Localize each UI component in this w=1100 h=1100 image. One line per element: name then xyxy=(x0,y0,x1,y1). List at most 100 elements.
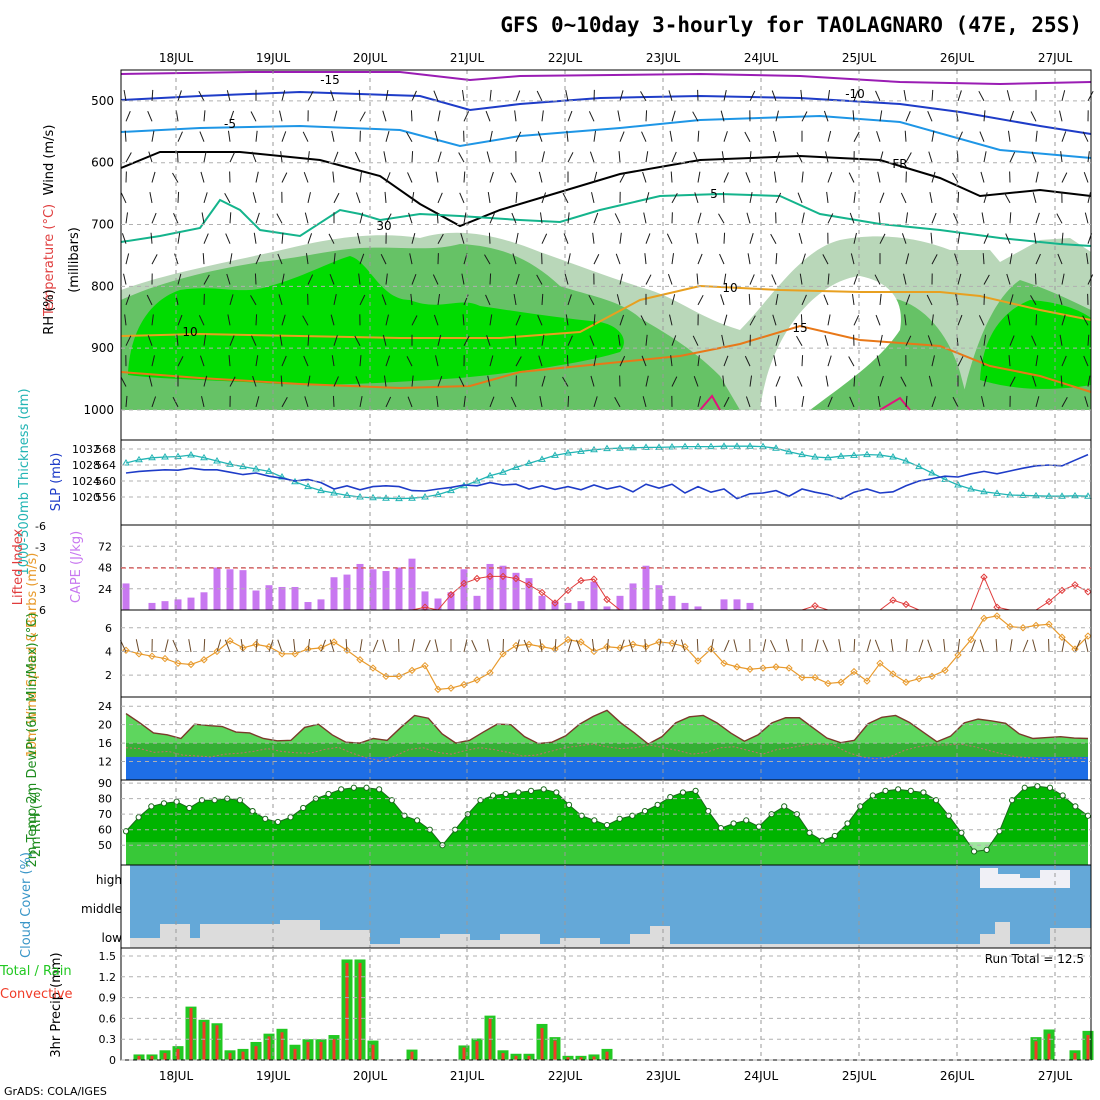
wind-barb xyxy=(619,314,625,326)
cape-bar xyxy=(681,602,689,610)
wind-barb xyxy=(203,233,209,244)
wind-barb xyxy=(359,212,364,224)
wind-speed-point xyxy=(564,635,572,644)
wind-speed-point xyxy=(629,640,637,649)
wind-barb xyxy=(983,375,988,387)
wind-barb xyxy=(670,355,673,367)
wind-barb xyxy=(411,151,414,163)
wind-barb xyxy=(900,192,907,204)
contour-20b xyxy=(879,396,911,411)
wind-speed-point xyxy=(824,679,832,688)
temp-tick-label: 24 xyxy=(98,700,112,713)
wind-barb xyxy=(957,232,961,244)
wind-barb xyxy=(331,130,335,142)
wind-barb xyxy=(277,253,283,265)
wind-barb xyxy=(746,212,751,224)
wind-barb xyxy=(536,90,543,102)
legend-total-rain: Total / Rain xyxy=(0,964,72,979)
surface-wind-barb xyxy=(203,638,206,653)
wind-barb xyxy=(229,151,236,163)
ylabel-precip: 3hr Precip (mm) xyxy=(49,952,64,1057)
wind-barb xyxy=(618,151,621,163)
precip-conv-bar xyxy=(475,1041,479,1060)
wind-barb xyxy=(800,89,803,101)
wind-barb xyxy=(458,376,465,387)
wind-barb xyxy=(1083,172,1089,183)
wind-barb xyxy=(801,212,805,224)
wind-barb xyxy=(203,110,206,122)
wind-barb xyxy=(693,376,699,387)
surface-wind-barb xyxy=(382,639,387,653)
wind-barb xyxy=(382,110,387,122)
wind-speed-point xyxy=(408,666,416,675)
wind-barb xyxy=(853,273,859,285)
wind-speed-point xyxy=(577,638,585,646)
wind-barb xyxy=(333,192,340,204)
rh-point xyxy=(591,817,598,824)
wind-barb xyxy=(983,151,987,163)
wind-barb xyxy=(538,171,543,183)
wind-barb xyxy=(565,90,569,102)
wind-barb xyxy=(307,334,310,346)
rh-point xyxy=(452,826,459,833)
wind-barb xyxy=(406,131,413,142)
wind-barb xyxy=(641,355,647,367)
wind-barb xyxy=(567,152,574,163)
wind-barb xyxy=(307,90,314,102)
wind-barb xyxy=(177,273,182,285)
surface-wind-barb xyxy=(411,639,415,653)
wind-barb xyxy=(1057,253,1063,265)
wind-barb xyxy=(385,89,389,101)
wind-barb xyxy=(304,212,309,224)
wind-barb xyxy=(697,212,702,224)
rh-point xyxy=(287,814,294,821)
wind-barb xyxy=(252,375,257,387)
wind-barb xyxy=(931,314,934,326)
lifted-point xyxy=(1058,586,1066,595)
cloud-tick-label: high xyxy=(96,873,122,887)
thickness-point xyxy=(538,455,546,462)
rh-point xyxy=(806,829,813,836)
wind-barb xyxy=(1056,213,1063,224)
wind-barb xyxy=(278,294,283,306)
wind-panel-frame xyxy=(120,609,1092,698)
wind-barb xyxy=(801,171,804,183)
precip-conv-bar xyxy=(150,1055,154,1060)
wind-barb xyxy=(406,356,413,367)
wind-barb xyxy=(801,294,807,306)
thickness-point xyxy=(551,451,559,458)
wind-barb xyxy=(333,151,339,163)
surface-wind-barb xyxy=(277,639,283,653)
thickness-point xyxy=(512,463,520,470)
thickness-point xyxy=(577,447,585,454)
precip-conv-bar xyxy=(592,1056,596,1060)
thickness-point xyxy=(1084,492,1092,499)
surface-wind-barb xyxy=(957,639,961,653)
wind-barb xyxy=(748,293,751,305)
wind-barb xyxy=(124,314,127,326)
ylabel-wind10m: 10m Wind Speed & Barbs (m/s) xyxy=(25,553,40,758)
wind-barb xyxy=(359,355,362,367)
wind-barb xyxy=(254,273,257,285)
surface-wind-barb xyxy=(770,640,777,653)
wind-barb xyxy=(333,110,338,122)
surface-wind-barb xyxy=(853,638,856,653)
wind-barb xyxy=(952,396,959,408)
contour-label: 5 xyxy=(710,187,718,201)
wind-barb xyxy=(436,212,439,224)
rh-point xyxy=(565,801,573,808)
lifted-point xyxy=(1071,581,1079,589)
thickness-point xyxy=(603,444,611,452)
rh-point xyxy=(970,848,978,855)
precip-panel-frame xyxy=(120,947,1092,1061)
slp-tick-label: 1024 xyxy=(72,475,100,488)
cape-bar xyxy=(395,567,403,610)
wind-barb xyxy=(281,90,286,102)
wind-barb xyxy=(957,273,962,285)
rh-point xyxy=(654,801,661,808)
wind-barb xyxy=(281,131,287,142)
wind-barb xyxy=(879,110,883,122)
top-day-label: 27JUL xyxy=(1038,51,1073,65)
wind-barb xyxy=(853,90,859,102)
wind-barb xyxy=(563,233,569,244)
